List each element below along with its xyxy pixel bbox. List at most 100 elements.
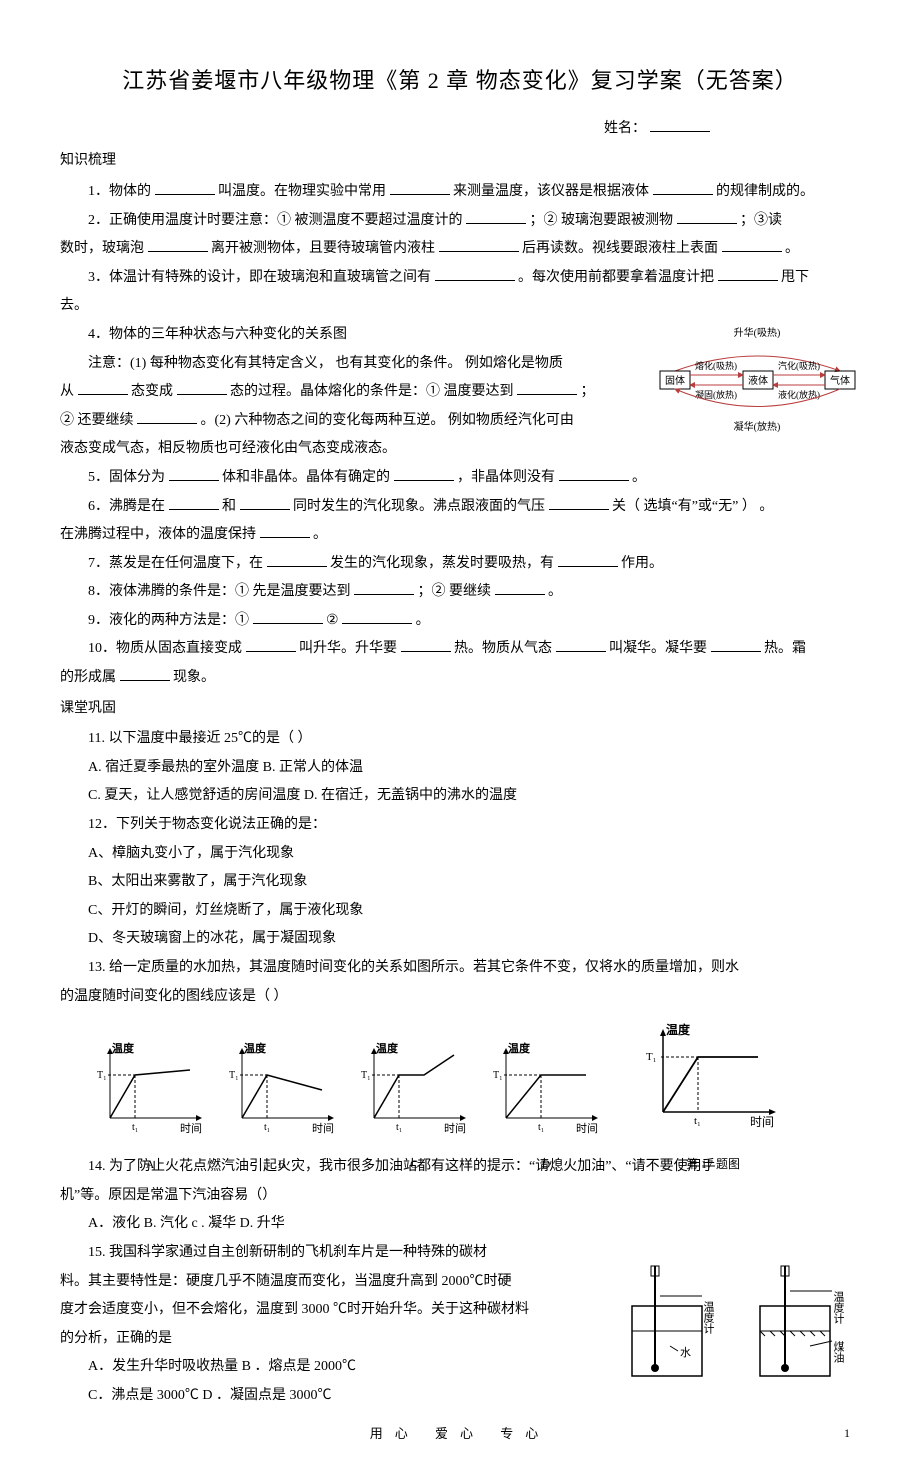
item-5: 5．固体分为 体和非晶体。晶体有确定的 ，非晶体则没有 。 <box>60 465 860 492</box>
blank <box>559 466 629 481</box>
blank <box>558 552 618 567</box>
item-10b: 的形成属 现象。 <box>60 665 860 692</box>
blank <box>718 266 778 281</box>
svg-text:t₁: t₁ <box>396 1122 402 1133</box>
item-1: 1．物体的 叫温度。在物理实验中常用 来测量温度，该仪器是根据液体 的规律制成的… <box>60 179 860 206</box>
blank <box>169 466 219 481</box>
item-14opt: A．液化 B. 汽化 c . 凝华 D. 升华 <box>60 1211 860 1238</box>
blank <box>439 237 519 252</box>
item-4: 4．物体的三年种状态与六种变化的关系图 <box>60 322 860 349</box>
page-title: 江苏省姜堰市八年级物理《第 2 章 物态变化》复习学案（无答案） <box>60 60 860 102</box>
item-6b: 在沸腾过程中，液体的温度保持 。 <box>60 522 860 549</box>
svg-text:T₁: T₁ <box>97 1070 107 1081</box>
item-12d: D、冬天玻璃窗上的冰花，属于凝固现象 <box>60 926 860 953</box>
blank <box>466 209 526 224</box>
page-number: 1 <box>844 1422 850 1445</box>
chart-c: 温度 T₁ t₁ 时间 C <box>354 1040 474 1140</box>
item-13a: 13. 给一定质量的水加热，其温度随时间变化的关系如图所示。若其它条件不变，仅将… <box>60 955 860 982</box>
item-11c: C. 夏天，让人感觉舒适的房间温度 D. 在宿迁，无盖锅中的沸水的温度 <box>60 783 860 810</box>
svg-text:T₁: T₁ <box>229 1070 239 1081</box>
item-14a: 14. 为了防止火花点燃汽油引起火灾，我市很多加油站都有这样的提示：“请熄火加油… <box>60 1154 860 1181</box>
item-15A: A．发生升华时吸收热量 B ．熔点是 2000℃ <box>60 1354 860 1381</box>
svg-text:T₁: T₁ <box>646 1051 657 1063</box>
blank <box>354 580 414 595</box>
item-12b: B、太阳出来雾散了，属于汽化现象 <box>60 869 860 896</box>
svg-text:温度: 温度 <box>244 1041 267 1055</box>
chart-b: 温度 T₁ t₁ 时间 B <box>222 1040 342 1140</box>
blank <box>549 495 609 510</box>
item-11a: A. 宿迁夏季最热的室外温度 B. 正常人的体温 <box>60 755 860 782</box>
item-12c: C、开灯的瞬间，灯丝烧断了，属于液化现象 <box>60 898 860 925</box>
blank <box>394 466 454 481</box>
section-knowledge: 知识梳理 <box>60 148 860 175</box>
svg-text:t₁: t₁ <box>264 1122 270 1133</box>
blank <box>342 609 412 624</box>
blank <box>677 209 737 224</box>
item-4-note-c: ② 还要继续 。(2) 六种物态之间的变化每两种互逆。 例如物质经汽化可由 <box>60 408 860 435</box>
item-12a: A、樟脑丸变小了，属于汽化现象 <box>60 841 860 868</box>
item-4-note-a: 注意：(1) 每种物态变化有其特定含义， 也有其变化的条件。 例如熔化是物质 <box>60 351 860 378</box>
name-blank <box>650 131 710 132</box>
item-12: 12．下列关于物态变化说法正确的是： <box>60 812 860 839</box>
svg-text:温度: 温度 <box>376 1041 399 1055</box>
item-2: 2．正确使用温度计时要注意：① 被测温度不要超过温度计的 ；② 玻璃泡要跟被测物… <box>60 208 860 235</box>
svg-text:时间: 时间 <box>312 1122 334 1135</box>
section-practice: 课堂巩固 <box>60 696 860 723</box>
svg-text:t₁: t₁ <box>538 1122 544 1133</box>
item-3: 3．体温计有特殊的设计，即在玻璃泡和直玻璃管之间有 。每次使用前都要拿着温度计把… <box>60 265 860 292</box>
item-15b: 料。其主要特性是：硬度几乎不随温度而变化，当温度升高到 2000℃时硬 <box>60 1269 860 1296</box>
blank <box>137 409 197 424</box>
blank <box>267 552 327 567</box>
item-15a: 15. 我国科学家通过自主创新研制的飞机刹车片是一种特殊的碳材 <box>60 1240 860 1267</box>
svg-text:时间: 时间 <box>576 1122 598 1135</box>
item-3b: 去。 <box>60 293 860 320</box>
svg-text:时间: 时间 <box>444 1122 466 1135</box>
blank <box>556 637 606 652</box>
blank <box>401 637 451 652</box>
blank <box>155 180 215 195</box>
blank <box>246 637 296 652</box>
item-6: 6．沸腾是在 和 同时发生的汽化现象。沸点跟液面的气压 关（ 选填“有”或“无”… <box>60 494 860 521</box>
blank <box>711 637 761 652</box>
charts-row: 温度 T₁ t₁ 时间 A 温度 T₁ <box>90 1020 860 1140</box>
item-15c: 度才会适度变小，但不会熔化，温度到 3000 ℃时开始升华。关于这种碳材料 <box>60 1297 860 1324</box>
blank <box>435 266 515 281</box>
item-2b: 数时，玻璃泡 离开被测物体，且要待玻璃管内液柱 后再读数。视线要跟液柱上表面 。 <box>60 236 860 263</box>
item-15d: 的分析，正确的是 <box>60 1326 860 1353</box>
svg-text:t₁: t₁ <box>132 1122 138 1133</box>
svg-text:温度: 温度 <box>666 1022 691 1037</box>
blank <box>390 180 450 195</box>
svg-text:T₁: T₁ <box>493 1070 503 1081</box>
blank <box>169 495 219 510</box>
name-label: 姓名： <box>604 121 646 136</box>
chart-17: 温度 T₁ t₁ 时间 第 17 题图 <box>638 1020 788 1140</box>
svg-text:时间: 时间 <box>750 1115 774 1129</box>
chart-a: 温度 T₁ t₁ 时间 A <box>90 1040 210 1140</box>
blank <box>495 580 545 595</box>
item-8: 8．液体沸腾的条件是：① 先是温度要达到 ；② 要继续 。 <box>60 579 860 606</box>
blank <box>120 666 170 681</box>
item-4-note-b: 从 态变成 态的过程。晶体熔化的条件是：① 温度要达到 ； <box>60 379 860 406</box>
blank <box>177 380 227 395</box>
item-15C: C．沸点是 3000℃ D ．凝固点是 3000℃ <box>60 1383 860 1410</box>
blank <box>78 380 128 395</box>
blank <box>240 495 290 510</box>
item-9: 9．液化的两种方法是：① ② 。 <box>60 608 860 635</box>
svg-text:温度: 温度 <box>112 1041 135 1055</box>
svg-text:温度: 温度 <box>508 1041 531 1055</box>
blank <box>722 237 782 252</box>
footer: 用心 爱心 专心 1 <box>60 1422 860 1447</box>
item-4-note-d: 液态变成气态，相反物质也可经液化由气态变成液态。 <box>60 436 860 463</box>
item-13b: 的温度随时间变化的图线应该是（ ） <box>60 984 860 1011</box>
name-line: 姓名： <box>60 116 860 143</box>
item-11: 11. 以下温度中最接近 25℃的是（ ） <box>60 726 860 753</box>
svg-text:时间: 时间 <box>180 1122 202 1135</box>
item-7: 7．蒸发是在任何温度下，在 发生的汽化现象，蒸发时要吸热，有 作用。 <box>60 551 860 578</box>
blank <box>653 180 713 195</box>
item-10: 10．物质从固态直接变成 叫升华。升华要 热。物质从气态 叫凝华。凝华要 热。霜 <box>60 636 860 663</box>
svg-text:t₁: t₁ <box>694 1115 701 1127</box>
blank <box>260 523 310 538</box>
blank <box>517 380 577 395</box>
item-14b: 机”等。原因是常温下汽油容易（） <box>60 1183 860 1210</box>
blank <box>148 237 208 252</box>
